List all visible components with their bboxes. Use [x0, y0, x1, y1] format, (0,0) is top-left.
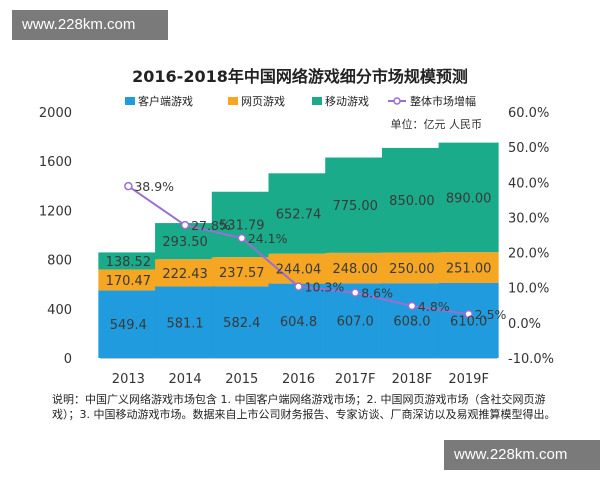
legend-swatch-2 [312, 97, 322, 105]
growth-value-label: 24.1% [248, 231, 288, 246]
y-right-tick-label: 20.0% [508, 247, 549, 262]
bar-2 [211, 191, 272, 258]
bar-0 [381, 283, 442, 358]
y-left-tick-label: 800 [47, 254, 72, 269]
legend-swatch-0 [125, 97, 135, 105]
watermark-top: www.228km.com [12, 10, 168, 40]
growth-value-label: 2.5% [475, 307, 507, 322]
growth-point [237, 233, 247, 243]
bar-value-label: 244.04 [276, 263, 322, 278]
bar-2 [381, 147, 442, 253]
bar-value-label: 250.00 [389, 262, 435, 277]
bar-0 [211, 286, 272, 358]
bar-value-label: 604.8 [280, 315, 317, 330]
bar-1 [325, 252, 386, 284]
y-left-tick-label: 1600 [39, 155, 72, 170]
y-left-tick-label: 0 [64, 352, 72, 367]
x-tick-label: 2014 [169, 372, 202, 387]
y-left-tick-label: 400 [47, 303, 72, 318]
bar-2 [438, 142, 499, 253]
unit-label: 单位：亿元 人民币 [391, 117, 483, 131]
chart-note: 说明：中国广义网络游戏市场包含 1. 中国客户端网络游戏市场；2. 中国网页游戏… [52, 393, 556, 421]
bar-1 [438, 252, 499, 283]
y-right-tick-label: -10.0% [508, 352, 554, 367]
bar-value-label: 610.0 [450, 314, 487, 329]
bar-1 [211, 257, 272, 287]
x-tick-label: 2019F [448, 372, 489, 387]
watermark-bottom: www.228km.com [444, 440, 600, 470]
legend-label-line: 整体市场增幅 [410, 94, 476, 108]
bar-value-label: 531.79 [219, 218, 265, 233]
bar-value-label: 138.52 [106, 255, 152, 270]
legend-label-2: 移动游戏 [325, 95, 369, 108]
bar-2 [325, 157, 386, 253]
growth-value-label: 27.8% [191, 218, 231, 233]
y-right-tick-label: 50.0% [508, 141, 549, 156]
bar-value-label: 582.4 [223, 316, 260, 331]
y-right-tick-label: 10.0% [508, 282, 549, 297]
bar-value-label: 850.00 [389, 194, 435, 209]
x-tick-label: 2013 [112, 372, 145, 387]
bar-0 [155, 286, 216, 358]
growth-point [407, 301, 417, 311]
bar-value-label: 608.0 [393, 315, 430, 330]
growth-point [294, 282, 303, 291]
y-right-tick-label: 40.0% [508, 176, 549, 191]
y-right-tick-label: 30.0% [508, 211, 549, 226]
legend-label-0: 客户端游戏 [138, 94, 193, 108]
y-left-tick-label: 2000 [39, 106, 72, 121]
bar-1 [155, 259, 216, 287]
x-tick-label: 2016 [282, 372, 315, 387]
x-tick-label: 2018F [392, 372, 433, 387]
y-right-tick-label: 60.0% [508, 106, 549, 121]
y-left-tick-label: 1200 [39, 204, 72, 219]
bar-value-label: 549.4 [110, 318, 147, 333]
bar-value-label: 607.0 [337, 315, 374, 330]
bar-0 [438, 282, 499, 358]
bar-value-label: 890.00 [446, 191, 492, 206]
bar-value-label: 237.57 [219, 266, 265, 281]
growth-value-label: 38.9% [134, 179, 174, 194]
legend-line-marker [393, 97, 401, 105]
bar-value-label: 170.47 [106, 274, 152, 289]
bar-value-label: 293.50 [162, 235, 208, 250]
bar-0 [98, 290, 159, 358]
bar-1 [381, 252, 442, 284]
bar-value-label: 251.00 [446, 262, 492, 277]
bar-value-label: 222.43 [162, 267, 208, 282]
x-tick-label: 2017F [335, 372, 376, 387]
growth-value-label: 10.3% [305, 280, 345, 295]
growth-point [350, 288, 360, 297]
bar-value-label: 581.1 [166, 316, 203, 331]
bar-value-label: 652.74 [276, 207, 322, 222]
bar-0 [268, 283, 329, 358]
growth-point [180, 220, 190, 230]
bar-1 [98, 269, 159, 291]
x-tick-label: 2015 [225, 372, 258, 387]
legend-swatch-1 [228, 97, 238, 105]
bar-value-label: 248.00 [332, 262, 378, 277]
bar-2 [98, 252, 159, 270]
growth-value-label: 8.6% [361, 286, 393, 301]
growth-value-label: 4.8% [418, 299, 450, 314]
legend-label-1: 网页游戏 [241, 95, 285, 108]
bar-2 [268, 173, 329, 254]
growth-point [124, 181, 133, 191]
bar-value-label: 775.00 [332, 199, 378, 214]
chart-title: 2016-2018年中国网络游戏细分市场规模预测 [132, 67, 468, 86]
growth-point [464, 309, 473, 319]
y-right-tick-label: 0.0% [508, 317, 541, 332]
